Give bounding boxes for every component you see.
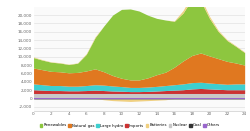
Legend: Renewables, Natural gas, Large hydro, Imports, Batteries, Nuclear, Coal, Others: Renewables, Natural gas, Large hydro, Im… (38, 122, 222, 129)
